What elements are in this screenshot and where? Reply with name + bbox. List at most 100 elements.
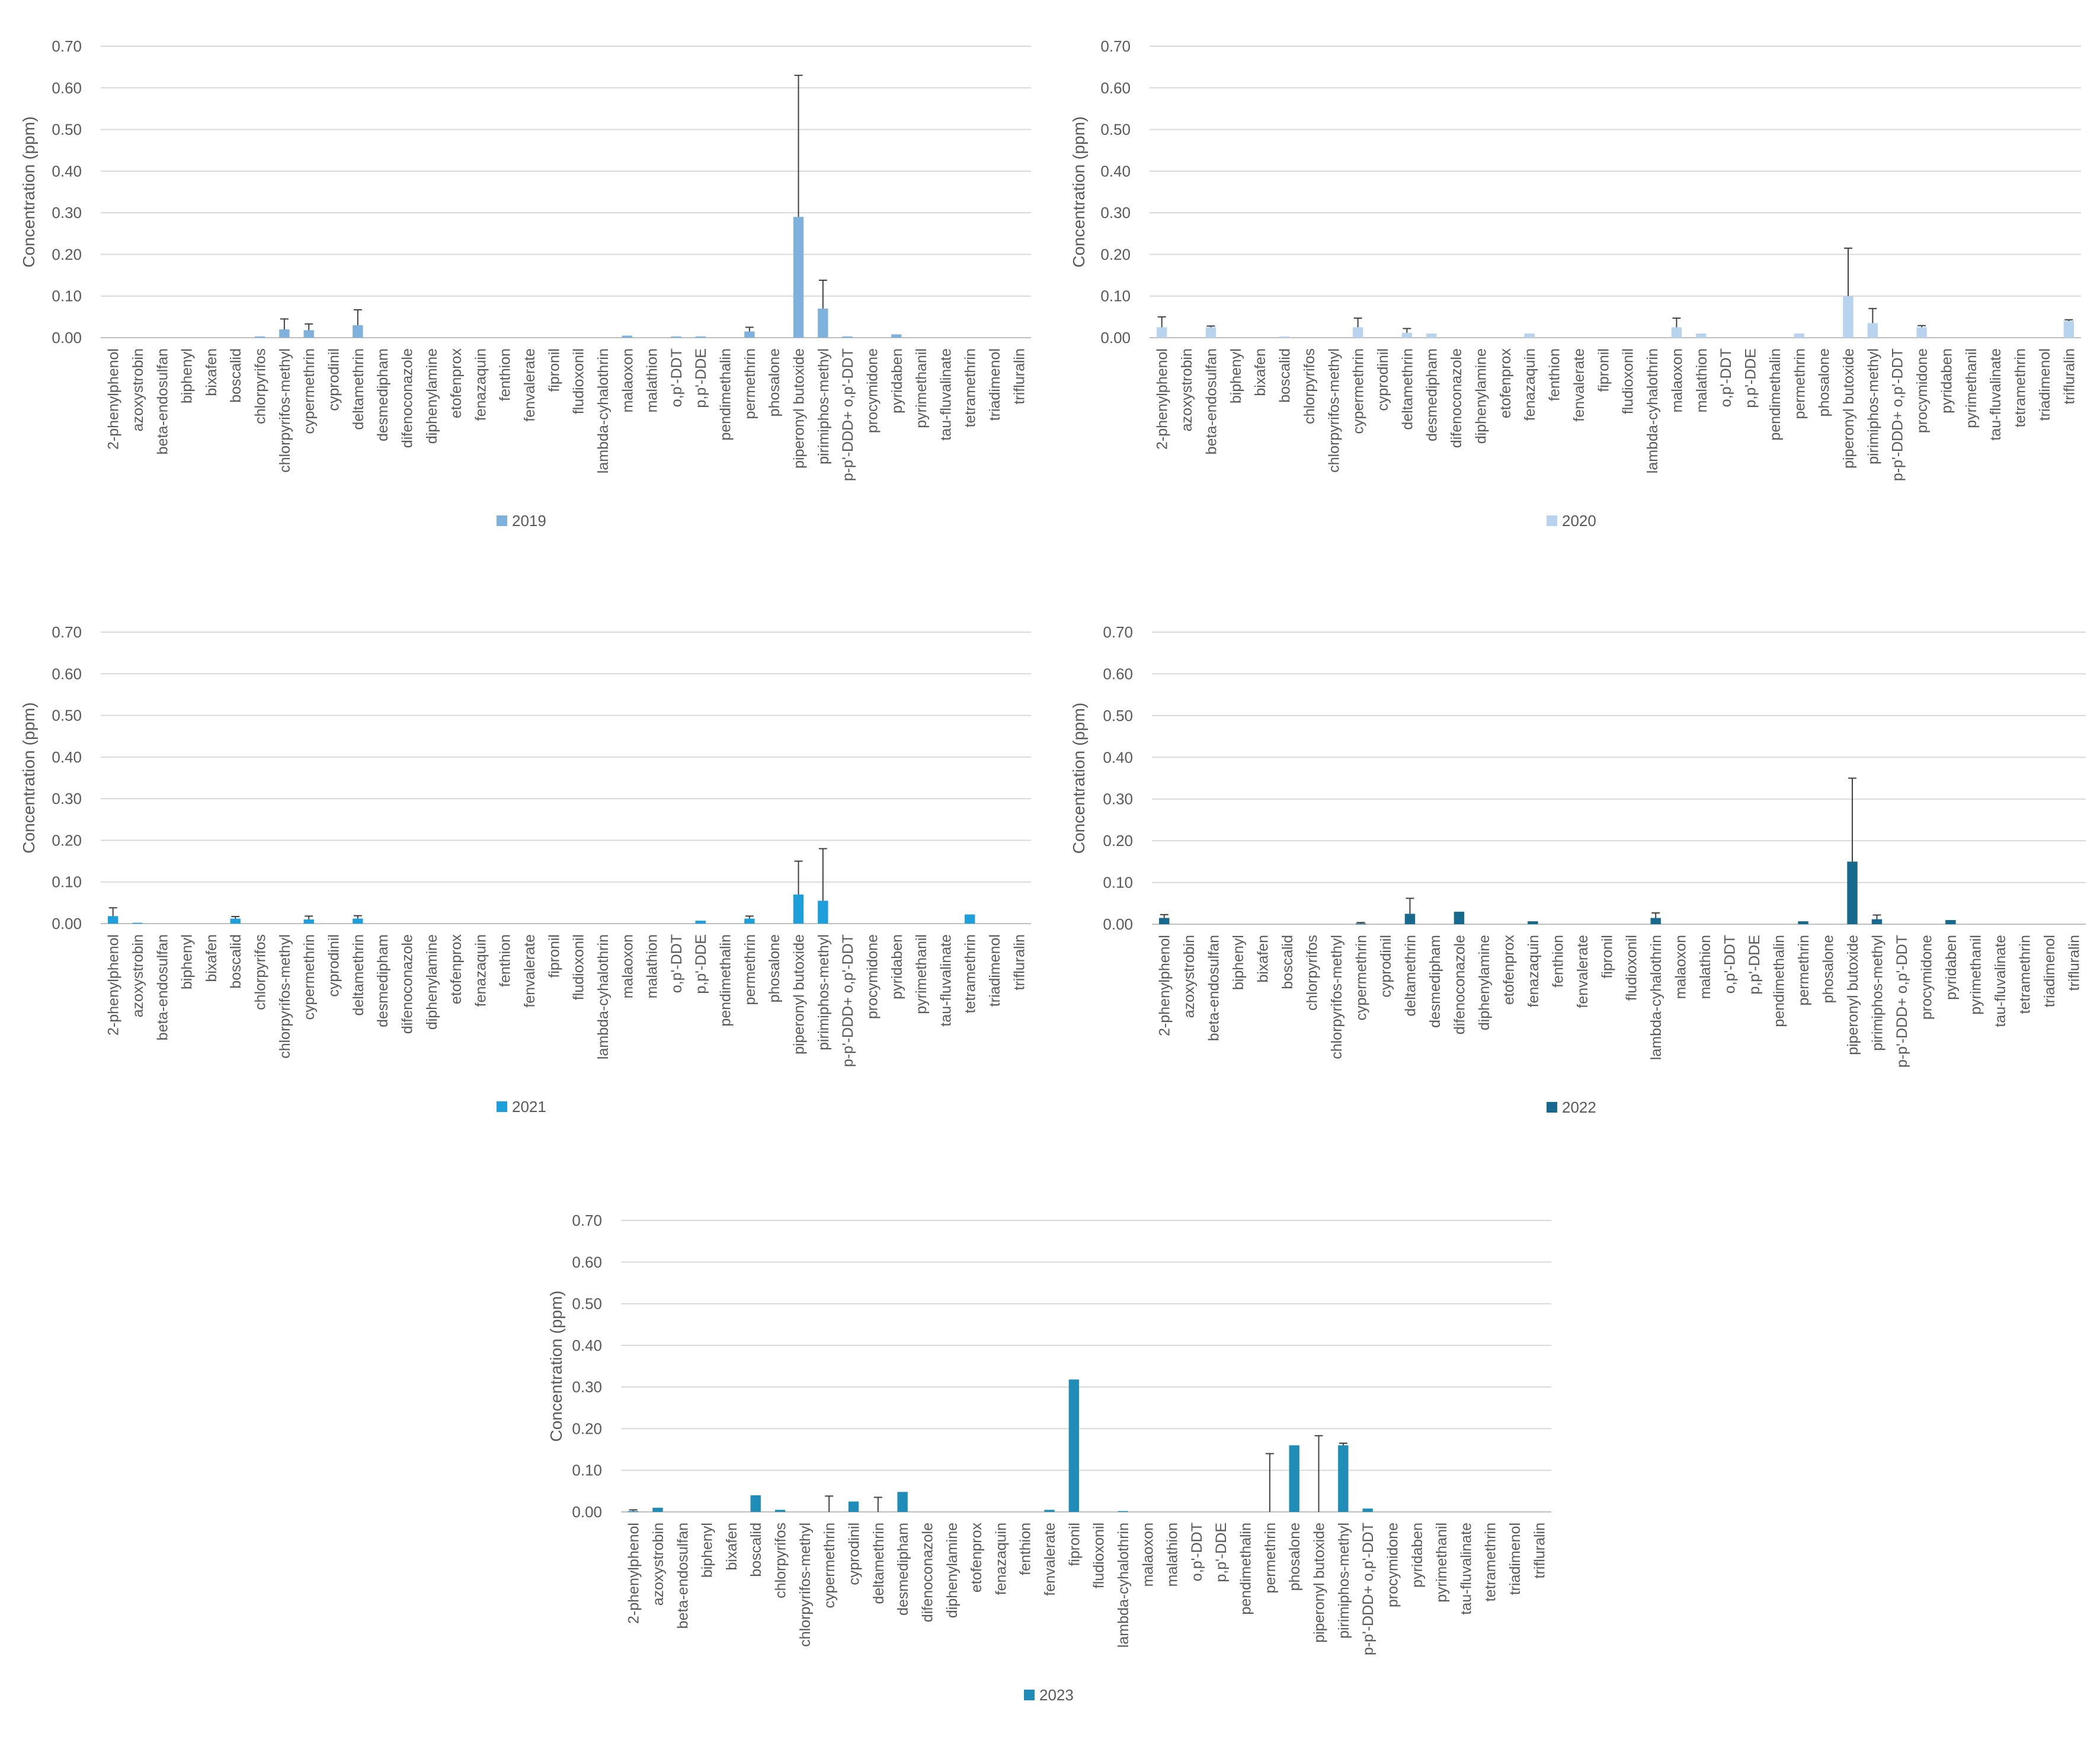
x-tick-label: pyridaben (1409, 1523, 1426, 1588)
x-tick-label: fludioxonil (1091, 1523, 1107, 1588)
bar-fipronil (1068, 1379, 1080, 1512)
bar-pirimiphos-methyl (1338, 1445, 1349, 1512)
x-tick-label: fenvalerate (1042, 1523, 1058, 1596)
bar-2-phenylphenol (107, 916, 119, 924)
x-tick-label: lambda-cyhalothrin (595, 348, 612, 473)
legend-swatch (497, 515, 507, 526)
y-tick-label: 0.00 (572, 1503, 602, 1521)
bar-boscalid (1279, 336, 1290, 338)
x-tick-label: chlorpyrifos-methyl (277, 348, 293, 473)
x-tick-label: fenvalerate (1571, 348, 1587, 422)
bar-fenazaquin (1524, 333, 1535, 338)
x-tick-label: boscalid (1279, 935, 1296, 989)
x-tick-label: pyridaben (1938, 348, 1955, 414)
x-tick-label: diphenylamine (1476, 935, 1493, 1030)
x-tick-label: pirimiphos-methyl (815, 934, 832, 1050)
x-tick-label: piperonyl butoxide (1311, 1523, 1328, 1643)
bar-deltamethrin (353, 325, 363, 338)
x-tick-label: cypermethrin (1350, 348, 1367, 434)
x-tick-label: azoxystrobin (1179, 348, 1195, 431)
legend-label: 2023 (1039, 1686, 1074, 1704)
x-tick-label: desmedipham (374, 934, 391, 1027)
x-tick-label: biphenyl (179, 348, 196, 403)
y-tick-label: 0.50 (1103, 707, 1133, 725)
x-tick-label: fenthion (497, 934, 514, 987)
x-tick-label: tau-fluvalinate (937, 934, 954, 1027)
chart-panel-2023: Concentration (ppm) 0.00 0.10 0.20 0.30 0.40 0… (527, 1173, 1570, 1740)
bar-pirimiphos-methyl (1867, 323, 1878, 338)
x-tick-label: procymidone (1918, 935, 1935, 1020)
y-tick-label: 0.50 (52, 121, 82, 139)
x-tick-label: malathion (644, 934, 661, 998)
x-tick-label: 2-phenylphenol (105, 934, 122, 1036)
bar-p,p'-DDE (695, 921, 706, 924)
y-tick-label: 0.50 (1100, 121, 1131, 139)
x-tick-label: permethrin (1262, 1523, 1279, 1594)
x-tick-label: fenazaquin (472, 934, 489, 1007)
x-tick-label: 2-phenylphenol (105, 348, 122, 450)
y-tick-label: 0.60 (52, 665, 82, 682)
bar-chlorpyrifos (774, 1510, 786, 1512)
x-tick-label: cypermethrin (1353, 935, 1370, 1021)
x-tick-label: fenazaquin (1525, 935, 1542, 1007)
x-tick-label: beta-endosulfan (154, 934, 171, 1040)
y-tick-label: 0.40 (52, 748, 82, 766)
x-tick-label: lambda-cyhalothrin (595, 934, 612, 1059)
y-tick-label: 0.10 (1100, 287, 1131, 305)
x-tick-label: 2-phenylphenol (1157, 935, 1173, 1036)
bar-2-phenylphenol (1156, 327, 1167, 338)
x-tick-label: p,p'-DDE (1743, 348, 1759, 408)
bar-pirimiphos-methyl (818, 901, 828, 924)
x-tick-label: etofenprox (1500, 935, 1517, 1005)
x-tick-label: triadimenol (2037, 348, 2053, 421)
y-tick-label: 0.30 (1103, 790, 1133, 808)
x-tick-label: fenvalerate (521, 348, 538, 422)
bar-p-p'-DDD+ o,p'-DDT (1362, 1508, 1373, 1512)
chart-panel-2021: Concentration (ppm) 0.00 0.10 0.20 0.30 0.40 0… (0, 587, 1043, 1173)
y-tick-label: 0.10 (52, 873, 82, 891)
chart-panel-2022: Concentration (ppm) 0.00 0.10 0.20 0.30 0.40 0… (1050, 587, 2100, 1173)
x-tick-label: p-p'-DDD+ o,p'-DDT (1894, 935, 1910, 1068)
x-tick-label: biphenyl (699, 1523, 716, 1578)
y-axis-title: Concentration (ppm) (20, 116, 38, 267)
bar-desmedipham (897, 1492, 908, 1512)
y-tick-label: 0.40 (572, 1337, 602, 1354)
bar-pyridaben (891, 334, 902, 338)
y-tick-label: 0.00 (1103, 915, 1133, 933)
x-tick-label: biphenyl (1230, 935, 1247, 990)
x-tick-label: permethrin (742, 348, 758, 419)
x-tick-label: bixafen (203, 348, 220, 396)
chart-panel-2019: Concentration (ppm) 0.00 0.10 0.20 0.30 0.40 0… (0, 0, 1043, 587)
x-tick-label: piperonyl butoxide (1840, 348, 1857, 469)
x-tick-label: lambda-cyhalothrin (1644, 348, 1661, 473)
legend-swatch (497, 1101, 507, 1112)
x-tick-label: phosalone (766, 934, 783, 1002)
y-tick-label: 0.70 (1103, 623, 1133, 641)
x-tick-label: triadimenol (987, 348, 1003, 421)
y-tick-label: 0.50 (572, 1295, 602, 1313)
bar-cyprodinil (848, 1501, 859, 1512)
x-tick-label: p-p'-DDD+ o,p'-DDT (1360, 1523, 1376, 1655)
x-tick-label: chlorpyrifos (1301, 348, 1318, 424)
y-axis-title: Concentration (ppm) (547, 1290, 565, 1441)
x-tick-label: pyrimethanil (1433, 1523, 1450, 1603)
x-tick-label: pyrimethanil (1967, 935, 1984, 1015)
x-tick-label: p,p'-DDE (1746, 935, 1763, 995)
y-tick-label: 0.70 (52, 37, 82, 55)
y-tick-label: 0.10 (1103, 874, 1133, 892)
legend-swatch (1547, 515, 1557, 526)
bar-pyridaben (1945, 919, 1956, 924)
x-tick-label: bixafen (1255, 935, 1272, 983)
x-tick-label: tetramethrin (2012, 348, 2029, 427)
x-tick-label: p,p'-DDE (693, 348, 709, 408)
legend-swatch (1547, 1102, 1557, 1113)
x-tick-label: cypermethrin (301, 934, 318, 1020)
x-tick-label: desmedipham (895, 1523, 911, 1616)
x-tick-label: fenazaquin (1522, 348, 1538, 421)
y-tick-label: 0.30 (572, 1378, 602, 1396)
x-tick-label: pendimethalin (718, 934, 734, 1027)
y-tick-label: 0.40 (52, 162, 82, 180)
bar-tetramethrin (965, 914, 975, 924)
y-tick-label: 0.00 (52, 329, 82, 347)
x-tick-label: o,p'-DDT (1722, 935, 1739, 994)
